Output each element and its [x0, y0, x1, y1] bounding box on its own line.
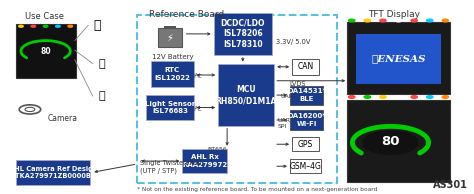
- Text: DCDC/LDO
ISL78206
ISL78310: DCDC/LDO ISL78206 ISL78310: [220, 18, 265, 49]
- Text: GSM–4G: GSM–4G: [290, 162, 321, 171]
- Text: AHL Rx
RAA279972: AHL Rx RAA279972: [182, 154, 227, 168]
- Text: LVDS: LVDS: [290, 81, 306, 87]
- Text: Use Case: Use Case: [26, 12, 64, 21]
- Circle shape: [442, 19, 448, 22]
- Text: ⚡: ⚡: [166, 33, 173, 43]
- Text: 🚚: 🚚: [98, 59, 105, 68]
- FancyBboxPatch shape: [214, 13, 272, 55]
- FancyBboxPatch shape: [146, 95, 193, 120]
- Text: UART/
SPI: UART/ SPI: [277, 118, 296, 129]
- Text: MCU
RH850/D1M1A: MCU RH850/D1M1A: [216, 85, 277, 105]
- Text: AHL Camera Ref Design
RTKA279971ZB0000BU: AHL Camera Ref Design RTKA279971ZB0000BU: [9, 166, 98, 179]
- Text: I²C: I²C: [193, 74, 202, 79]
- Text: 🚗: 🚗: [98, 91, 105, 101]
- Text: Reference Board: Reference Board: [149, 10, 224, 19]
- Circle shape: [380, 19, 386, 22]
- FancyBboxPatch shape: [218, 64, 274, 126]
- FancyBboxPatch shape: [347, 22, 450, 94]
- FancyBboxPatch shape: [164, 26, 176, 28]
- Circle shape: [56, 25, 60, 27]
- Circle shape: [68, 25, 73, 27]
- FancyBboxPatch shape: [292, 137, 319, 152]
- Circle shape: [348, 96, 355, 98]
- FancyBboxPatch shape: [158, 28, 182, 47]
- Text: * Not on the existing reference board. To be mounted on a next-generation board: * Not on the existing reference board. T…: [137, 187, 378, 192]
- Circle shape: [411, 96, 417, 98]
- Text: ℝENESAS: ℝENESAS: [371, 54, 426, 63]
- Circle shape: [442, 96, 448, 98]
- FancyBboxPatch shape: [16, 24, 76, 78]
- Circle shape: [348, 19, 355, 22]
- Circle shape: [31, 25, 36, 27]
- Text: 12V Battery: 12V Battery: [152, 54, 194, 60]
- Text: Light Sensor
ISL76683: Light Sensor ISL76683: [145, 101, 195, 114]
- Circle shape: [19, 25, 23, 27]
- Text: GPS: GPS: [298, 140, 313, 149]
- Circle shape: [28, 43, 64, 59]
- Circle shape: [363, 131, 418, 154]
- Text: AS301: AS301: [433, 180, 468, 190]
- Circle shape: [411, 19, 417, 22]
- Circle shape: [364, 19, 371, 22]
- Text: UART: UART: [281, 94, 297, 100]
- FancyBboxPatch shape: [347, 100, 450, 182]
- Circle shape: [44, 25, 48, 27]
- Text: 80: 80: [381, 135, 400, 148]
- Text: TFT Display: TFT Display: [368, 10, 420, 19]
- FancyBboxPatch shape: [17, 160, 91, 185]
- Text: DA14531*
BLE: DA14531* BLE: [287, 88, 326, 102]
- Circle shape: [364, 96, 371, 98]
- Circle shape: [427, 19, 433, 22]
- FancyBboxPatch shape: [290, 86, 323, 105]
- Text: RTC
ISL12022: RTC ISL12022: [155, 67, 190, 81]
- Circle shape: [395, 19, 401, 22]
- FancyBboxPatch shape: [182, 149, 227, 173]
- Circle shape: [427, 96, 433, 98]
- Text: 3.3V/ 5.0V: 3.3V/ 5.0V: [276, 39, 310, 45]
- Circle shape: [380, 96, 386, 98]
- FancyBboxPatch shape: [356, 34, 441, 84]
- Text: 80: 80: [40, 47, 51, 56]
- FancyBboxPatch shape: [292, 59, 319, 75]
- Text: CAN: CAN: [297, 62, 314, 71]
- FancyBboxPatch shape: [151, 61, 193, 87]
- FancyBboxPatch shape: [290, 159, 321, 173]
- Text: I²C: I²C: [193, 107, 202, 112]
- FancyBboxPatch shape: [290, 110, 323, 130]
- Text: Single Twisted Pair
(UTP / STP): Single Twisted Pair (UTP / STP): [140, 160, 202, 174]
- Circle shape: [395, 96, 401, 98]
- Text: BT656: BT656: [208, 146, 227, 152]
- Text: 🏍: 🏍: [93, 19, 101, 32]
- Text: Camera: Camera: [48, 114, 78, 124]
- Text: DA16200*
Wi-Fi: DA16200* Wi-Fi: [287, 113, 326, 127]
